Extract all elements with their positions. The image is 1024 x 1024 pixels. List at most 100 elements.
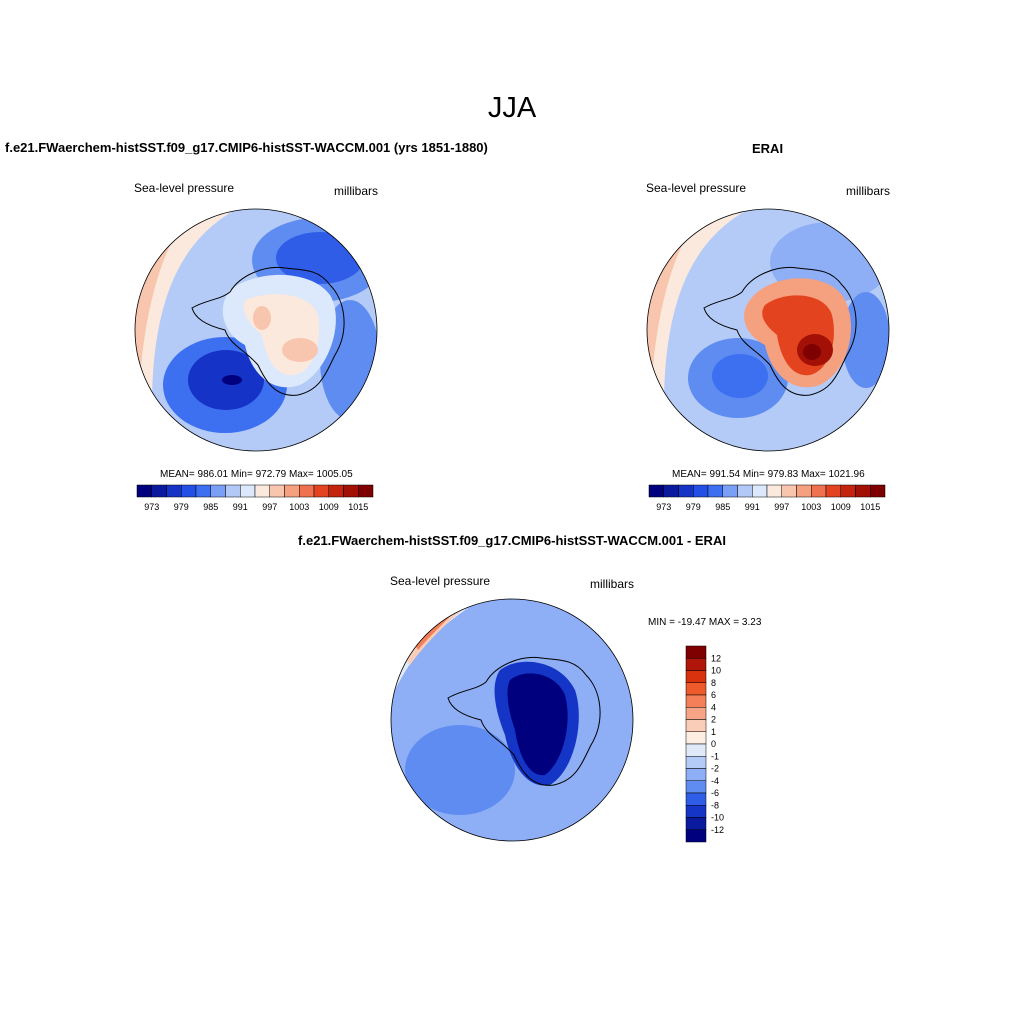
model-low-sw-min — [222, 375, 242, 385]
obs-colorbar-box — [825, 484, 841, 498]
diff-low-sw — [405, 725, 515, 815]
obs-panel-title: ERAI — [752, 141, 784, 156]
figure-title: JJA — [487, 92, 537, 124]
obs-colorbar-tick-label: 1003 — [801, 502, 821, 512]
model-colorbar-box — [151, 484, 167, 498]
obs-colorbar-box — [707, 484, 723, 498]
obs-colorbar-box — [796, 484, 812, 498]
model-high-band — [135, 209, 256, 420]
obs-low-sw-core — [712, 354, 768, 398]
model-colorbar-tick-label: 997 — [262, 502, 277, 512]
diff-colorbar-tick-label: 8 — [711, 678, 716, 688]
diff-units-label: millibars — [590, 577, 635, 591]
diff-continent-min — [507, 673, 568, 776]
model-colorbar-box — [358, 484, 374, 498]
obs-units-label: millibars — [846, 184, 891, 198]
obs-colorbar-box — [663, 484, 679, 498]
diff-antarctica-outline — [447, 656, 601, 786]
model-continent-high-core — [282, 338, 318, 362]
diff-variable-label: Sea-level pressure — [390, 574, 491, 588]
obs-colorbar-tick-label: 997 — [774, 502, 789, 512]
obs-colorbar: 973 979 985 991 997 1003 1009 1015 — [648, 484, 886, 512]
obs-map — [646, 208, 890, 452]
obs-colorbar-box — [648, 484, 664, 498]
model-colorbar-tick-label: 985 — [203, 502, 218, 512]
obs-colorbar-box — [693, 484, 709, 498]
model-variable-label: Sea-level pressure — [134, 181, 235, 195]
diff-colorbar-box — [685, 682, 707, 696]
diff-colorbar-box — [685, 792, 707, 806]
diff-colorbar-box — [685, 805, 707, 818]
model-colorbar-tick-label: 979 — [174, 502, 189, 512]
obs-colorbar-tick-label: 979 — [686, 502, 701, 512]
diff-colorbar-tick-label: -6 — [711, 788, 719, 798]
model-colorbar-box — [299, 484, 315, 498]
obs-stats: MEAN= 991.54 Min= 979.83 Max= 1021.96 — [672, 469, 865, 480]
obs-variable-label: Sea-level pressure — [646, 181, 747, 195]
model-colorbar-tick-label: 991 — [233, 502, 248, 512]
obs-high-band — [647, 209, 768, 420]
obs-colorbar-box — [870, 484, 886, 498]
model-units-label: millibars — [334, 184, 379, 198]
obs-map-border — [646, 208, 890, 452]
obs-continent-max-core — [803, 344, 821, 360]
diff-colorbar-tick-label: -10 — [711, 813, 724, 823]
obs-colorbar-tick-label: 985 — [715, 502, 730, 512]
model-colorbar-box — [328, 484, 344, 498]
diff-colorbar-box — [685, 768, 707, 781]
model-colorbar-box — [313, 484, 329, 498]
model-colorbar-box — [210, 484, 226, 498]
model-colorbar-box — [284, 484, 300, 498]
diff-panel-title: f.e21.FWaerchem-histSST.f09_g17.CMIP6-hi… — [298, 533, 726, 548]
diff-colorbar-tick-label: 12 — [711, 653, 721, 663]
obs-colorbar-box — [752, 484, 768, 498]
obs-colorbar-box — [855, 484, 871, 498]
diff-colorbar-box — [685, 694, 707, 708]
diff-colorbar-tick-label: -8 — [711, 800, 719, 810]
diff-colorbar-tick-label: 4 — [711, 702, 716, 712]
diff-colorbar-box — [685, 731, 707, 745]
diff-colorbar-tick-label: -4 — [711, 776, 719, 786]
diff-colorbar-box — [685, 707, 707, 720]
obs-colorbar-box — [737, 484, 753, 498]
obs-colorbar-box — [840, 484, 856, 498]
model-colorbar-box — [240, 484, 256, 498]
diff-colorbar-box — [685, 829, 707, 843]
obs-colorbar-tick-label: 1015 — [860, 502, 880, 512]
model-panel-title: f.e21.FWaerchem-histSST.f09_g17.CMIP6-hi… — [5, 140, 488, 155]
diff-colorbar-box — [685, 817, 707, 830]
obs-low-e — [842, 292, 889, 388]
obs-colorbar-box — [722, 484, 738, 498]
model-colorbar-box — [343, 484, 359, 498]
model-antarctica-outline — [191, 266, 345, 396]
diff-map — [390, 598, 634, 842]
obs-antarctica-outline — [703, 266, 857, 396]
model-colorbar-box — [181, 484, 197, 498]
diff-colorbar-box — [685, 645, 707, 659]
diff-colorbar-tick-label: 0 — [711, 739, 716, 749]
model-colorbar-box — [225, 484, 241, 498]
model-colorbar-box — [166, 484, 182, 498]
diff-positive-band-2 — [400, 603, 470, 665]
diff-colorbar-box — [685, 780, 707, 794]
diff-colorbar-box — [685, 719, 707, 732]
model-map — [134, 208, 378, 452]
model-colorbar-box — [136, 484, 152, 498]
diff-colorbar-tick-label: 1 — [711, 727, 716, 737]
diff-colorbar-tick-label: -12 — [711, 825, 724, 835]
model-colorbar-tick-label: 1015 — [348, 502, 368, 512]
obs-colorbar-box — [766, 484, 782, 498]
diff-colorbar-box — [685, 670, 707, 683]
model-colorbar-tick-label: 1003 — [289, 502, 309, 512]
diff-colorbar-tick-label: 6 — [711, 690, 716, 700]
diff-colorbar-tick-label: 2 — [711, 715, 716, 725]
diff-colorbar-box — [685, 756, 707, 769]
model-colorbar-box — [269, 484, 285, 498]
diff-colorbar-tick-label: -2 — [711, 764, 719, 774]
model-colorbar-box — [195, 484, 211, 498]
model-colorbar-tick-label: 1009 — [319, 502, 339, 512]
model-colorbar-box — [254, 484, 270, 498]
obs-colorbar-box — [781, 484, 797, 498]
